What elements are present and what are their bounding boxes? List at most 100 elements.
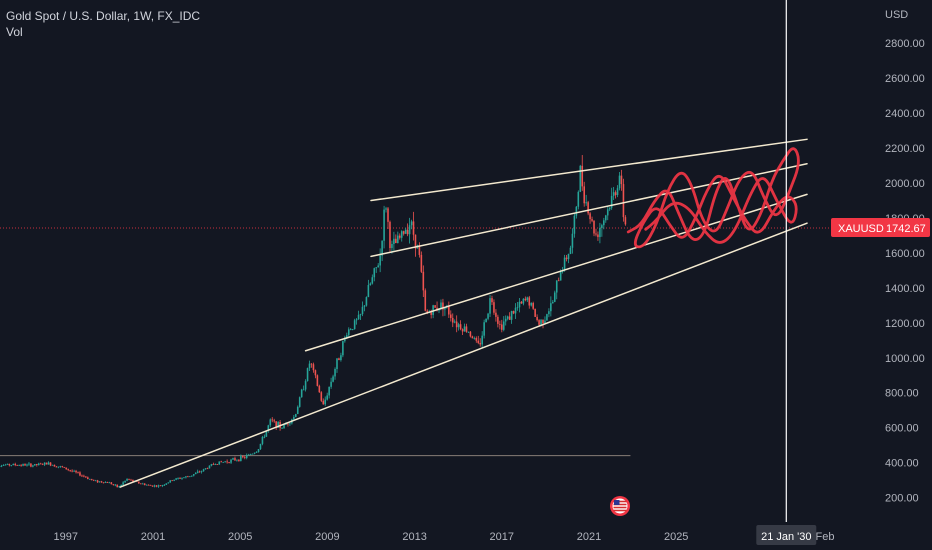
candle-body	[271, 419, 274, 421]
candle-body	[548, 311, 550, 315]
candle-body	[408, 225, 411, 235]
candle-body	[463, 326, 466, 332]
channel-line-4[interactable]	[370, 138, 808, 202]
candle-body	[508, 316, 511, 320]
last-price-value: 1742.67	[886, 223, 926, 235]
candle-body	[606, 209, 609, 216]
candle-body	[610, 195, 613, 208]
price-axis[interactable]: USD 200.00 400.00 600.00 800.00 1000.00 1200.0…	[842, 0, 932, 550]
candle-body	[198, 471, 201, 473]
candle-body	[69, 469, 71, 471]
us-flag-event-icon[interactable]	[610, 496, 630, 516]
channel-lines[interactable]	[119, 138, 808, 488]
flag-stripe	[613, 509, 627, 512]
candle-body	[204, 468, 207, 470]
candle-body	[391, 243, 393, 249]
candle-body	[336, 358, 338, 370]
candle-body	[316, 375, 319, 386]
x-tick-label: 2005	[228, 531, 252, 543]
candle-body	[155, 485, 158, 487]
candle-body	[302, 389, 305, 391]
candle-body	[342, 341, 344, 356]
candle-body	[94, 480, 97, 482]
candle-body	[514, 307, 517, 314]
candle-body	[226, 461, 228, 463]
candle-body	[122, 482, 124, 485]
candle-body	[106, 482, 109, 484]
symbol-title[interactable]: Gold Spot / U.S. Dollar, 1W, FX_IDC	[6, 9, 201, 23]
x-tick-label: 2009	[315, 531, 339, 543]
channel-line-1[interactable]	[119, 222, 808, 488]
candle-body	[200, 471, 203, 473]
candle-body	[230, 459, 232, 463]
channel-line-3[interactable]	[370, 163, 808, 258]
candle-body	[402, 231, 405, 234]
candle-body	[448, 305, 450, 315]
candle-body	[351, 329, 354, 330]
candle-body	[487, 313, 489, 319]
candle-body	[518, 301, 521, 308]
candle-body	[296, 406, 299, 415]
candle-body	[497, 316, 499, 324]
candle-body	[367, 285, 370, 298]
x-tick-label: 2013	[402, 531, 426, 543]
candle-body	[318, 385, 321, 393]
candle-body	[81, 475, 83, 477]
candle-body	[434, 305, 436, 308]
candle-body	[43, 462, 46, 465]
candle-body	[304, 381, 307, 390]
candle-body	[187, 476, 189, 478]
candle-body	[177, 477, 179, 479]
candle-body	[320, 392, 323, 401]
candle-body	[253, 452, 256, 454]
candle-body	[49, 462, 52, 466]
candle-body	[461, 329, 464, 332]
candle-body	[124, 480, 126, 483]
candle-body	[283, 424, 285, 428]
candle-body	[191, 475, 193, 477]
flag-stripe	[613, 506, 627, 509]
candle-body	[381, 240, 383, 256]
y-tick-label: 1600.00	[885, 248, 925, 260]
candle-body	[614, 192, 617, 196]
candle-body	[45, 462, 48, 465]
candle-body	[120, 484, 122, 487]
candle-body	[469, 331, 472, 337]
candle-body	[216, 464, 219, 465]
candle-body	[404, 229, 407, 234]
candle-body	[255, 452, 258, 453]
candle-body	[165, 483, 168, 485]
candle-body	[206, 468, 209, 470]
candle-body	[422, 271, 425, 291]
candle-body	[330, 381, 332, 387]
x-tick-label: Feb	[816, 531, 835, 543]
currency-label: USD	[885, 9, 908, 21]
candle-body	[377, 265, 379, 268]
candle-body	[398, 235, 401, 238]
candle-body	[393, 238, 395, 244]
volume-indicator-label[interactable]: Vol	[6, 25, 23, 39]
candle-body	[34, 464, 36, 466]
red-projection-drawing[interactable]	[626, 147, 800, 249]
candle-body	[491, 298, 493, 303]
time-axis[interactable]: 1997 2001 2005 2009 2013 2017 2021 2025 Feb	[0, 522, 842, 550]
y-tick-label: 1000.00	[885, 353, 925, 365]
candle-body	[167, 482, 170, 484]
channel-line-2[interactable]	[304, 193, 808, 352]
candle-body	[395, 238, 397, 244]
candle-body	[414, 234, 417, 249]
candle-body	[522, 298, 525, 304]
candle-body	[347, 329, 350, 336]
candle-body	[37, 463, 40, 465]
y-tick-label: 1400.00	[885, 283, 925, 295]
red-scribble-path[interactable]	[626, 147, 800, 249]
candle-body	[618, 175, 621, 189]
candle-body	[30, 463, 32, 467]
candle-body	[567, 253, 570, 260]
candle-body	[92, 479, 95, 481]
price-axis-background	[842, 0, 932, 550]
candle-body	[322, 400, 325, 405]
candle-body	[455, 321, 458, 328]
candle-body	[79, 472, 81, 476]
